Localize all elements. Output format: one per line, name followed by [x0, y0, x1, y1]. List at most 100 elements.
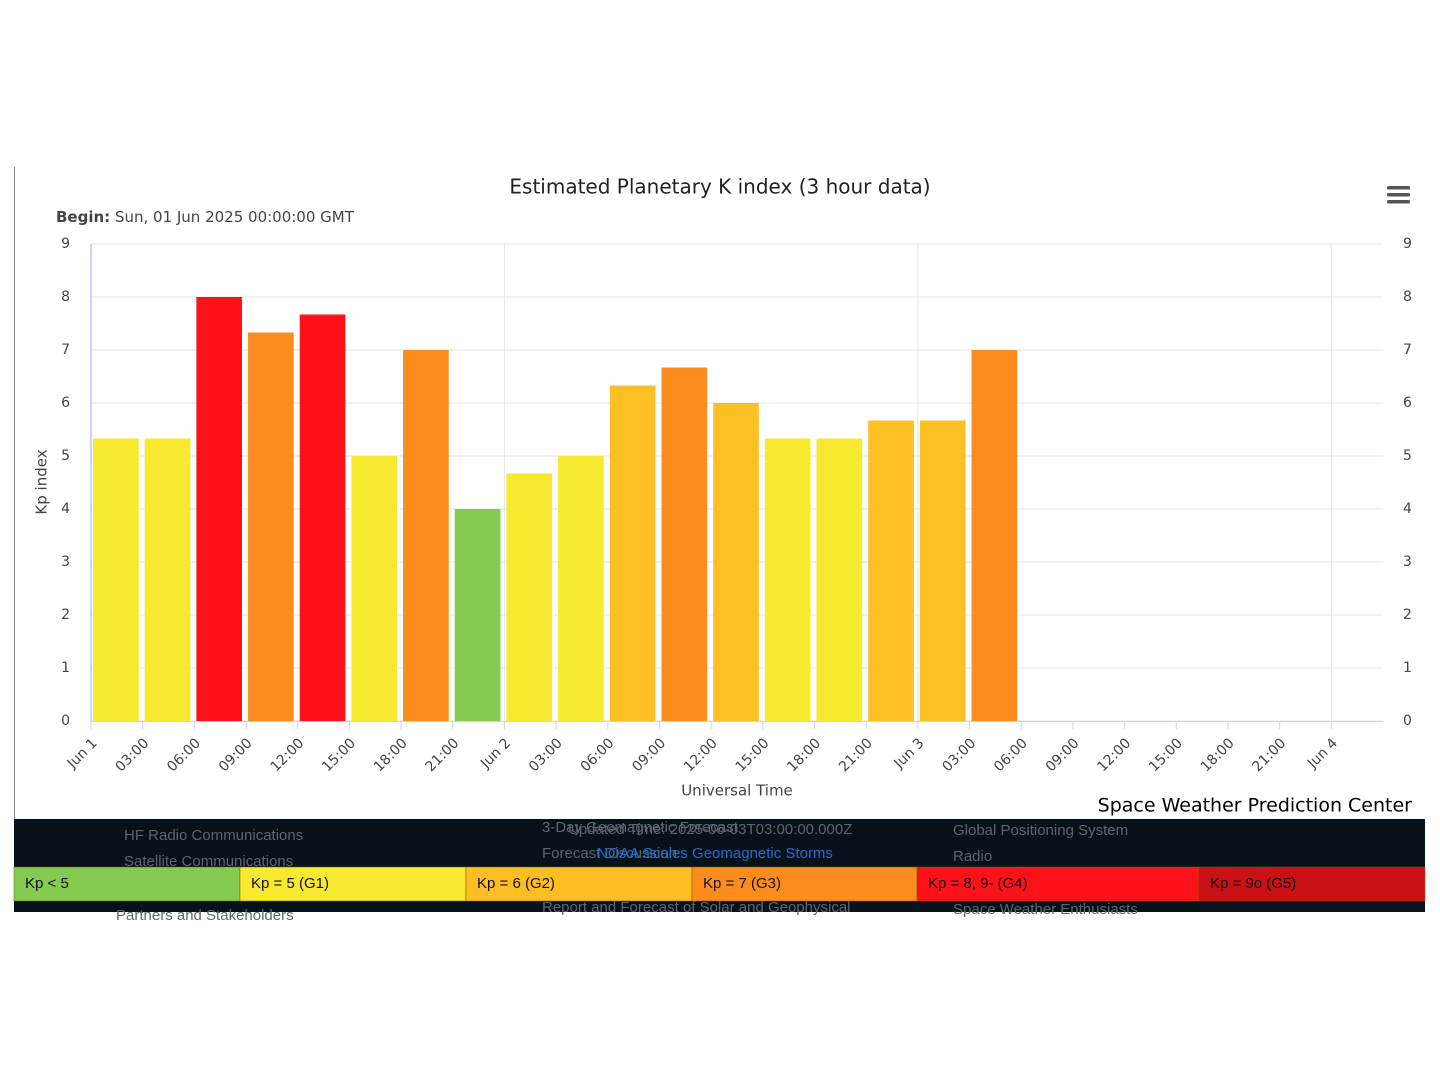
x-tick-label: 12:00 [681, 735, 721, 775]
y2-tick-label: 6 [1403, 395, 1412, 411]
bar [713, 403, 759, 721]
menu-button[interactable] [1384, 182, 1414, 208]
x-tick-label: Jun 4 [1304, 735, 1341, 772]
x-tick-label: 09:00 [216, 735, 256, 775]
x-tick-label: Jun 2 [477, 735, 514, 772]
y2-tick-label: 9 [1403, 236, 1412, 252]
background-link[interactable]: Satellite Communications [124, 853, 293, 870]
legend-label: Kp < 5 [25, 875, 69, 892]
bar [661, 367, 708, 721]
y2-tick-label: 4 [1403, 501, 1412, 517]
x-tick-label: 21:00 [1249, 735, 1289, 775]
y2-tick-label: 8 [1403, 289, 1412, 305]
legend-label: Kp = 7 (G3) [703, 875, 781, 892]
bar [144, 438, 191, 721]
background-link[interactable]: Global Positioning System [953, 822, 1128, 839]
x-tick-label: Jun 3 [891, 735, 928, 772]
legend-cell [465, 866, 693, 902]
x-tick-label: 03:00 [112, 735, 152, 775]
background-link[interactable]: Report and Forecast of Solar and Geophys… [542, 899, 851, 916]
x-tick-label: 18:00 [784, 735, 824, 775]
x-tick-label: 06:00 [578, 735, 618, 775]
x-tick-label: 03:00 [939, 735, 979, 775]
x-tick-label: 18:00 [1198, 735, 1238, 775]
bar [351, 456, 398, 721]
y-axis-label: Kp index [33, 449, 51, 514]
bar [93, 438, 139, 721]
y-tick-label: 0 [61, 713, 70, 729]
y-tick-label: 3 [61, 554, 70, 570]
legend-cell [239, 866, 467, 902]
y-tick-label: 7 [61, 342, 70, 358]
y2-tick-label: 3 [1403, 554, 1412, 570]
bar [764, 438, 811, 721]
subtitle-label: Begin: [56, 208, 110, 226]
kp-legend: Kp < 5 Kp = 5 (G1) Kp = 6 (G2) Kp = 7 (G3) K… [13, 866, 1426, 902]
legend-label: Kp = 6 (G2) [477, 875, 555, 892]
y-tick-label: 5 [61, 448, 70, 464]
background-links: HF Radio Communications Satellite Communi… [116, 819, 1138, 924]
x-tick-label: 06:00 [991, 735, 1031, 775]
y2-tick-label: 1 [1403, 660, 1412, 676]
x-tick-label: 09:00 [1043, 735, 1083, 775]
bar [868, 420, 914, 721]
bar [299, 314, 346, 721]
chart-subtitle: Begin: Sun, 01 Jun 2025 00:00:00 GMT [56, 208, 355, 226]
x-tick-label: 21:00 [836, 735, 876, 775]
bar [558, 456, 604, 721]
background-link[interactable]: Forecast Discussion [542, 845, 677, 862]
y-tick-label: 9 [61, 236, 70, 252]
x-tick-label: 21:00 [423, 735, 463, 775]
x-tick-label: 18:00 [371, 735, 411, 775]
x-axis-label: Universal Time [681, 782, 793, 800]
bar [403, 350, 449, 721]
y-tick-label: 1 [61, 660, 70, 676]
x-tick-label: 12:00 [1094, 735, 1134, 775]
y-tick-label: 8 [61, 289, 70, 305]
bar [919, 420, 966, 721]
bar [454, 509, 501, 721]
x-tick-label: 15:00 [319, 735, 359, 775]
x-tick-label: 12:00 [268, 735, 308, 775]
x-tick-label: 09:00 [629, 735, 669, 775]
background-link[interactable]: NOAA Scales Geomagnetic Storms [597, 845, 833, 862]
credits: Space Weather Prediction Center [1098, 795, 1413, 817]
background-link[interactable]: Partners and Stakeholders [116, 907, 294, 924]
legend-cell [13, 866, 241, 902]
y-tick-label: 2 [61, 607, 70, 623]
menu-line [1387, 186, 1410, 190]
background-link[interactable]: HF Radio Communications [124, 827, 303, 844]
subtitle-text: Sun, 01 Jun 2025 00:00:00 GMT [115, 208, 355, 226]
y-tick-label: 4 [61, 501, 70, 517]
legend-label: Kp = 8, 9- (G4) [928, 875, 1028, 892]
y-tick-label: 6 [61, 395, 70, 411]
bar [816, 438, 863, 721]
background-link[interactable]: 3-Day Geomagnetic Forecast [542, 819, 739, 836]
y2-tick-label: 0 [1403, 713, 1412, 729]
menu-line [1387, 200, 1410, 204]
background-link[interactable]: Updated Time: 2025-06-03T03:00:00.000Z [568, 821, 852, 838]
x-tick-label: 15:00 [733, 735, 773, 775]
legend-label: Kp = 9o (G5) [1210, 875, 1296, 892]
bar [609, 385, 656, 721]
x-tick-label: Jun 1 [64, 735, 101, 772]
bar [971, 350, 1018, 721]
menu-line [1387, 193, 1410, 197]
x-tick-label: 03:00 [526, 735, 566, 775]
y2-tick-label: 5 [1403, 448, 1412, 464]
y2-tick-label: 7 [1403, 342, 1412, 358]
bar [196, 297, 243, 721]
x-tick-label: 15:00 [1146, 735, 1186, 775]
legend-cell [916, 866, 1200, 902]
background-link[interactable]: Space Weather Enthusiasts [953, 901, 1138, 918]
bar [248, 332, 294, 721]
background-link[interactable]: Radio [953, 848, 992, 865]
chart-title: Estimated Planetary K index (3 hour data… [509, 175, 930, 199]
legend-cell [1198, 866, 1426, 902]
y2-tick-label: 2 [1403, 607, 1412, 623]
legend-label: Kp = 5 (G1) [251, 875, 329, 892]
x-tick-label: 06:00 [164, 735, 204, 775]
bar [506, 473, 553, 721]
